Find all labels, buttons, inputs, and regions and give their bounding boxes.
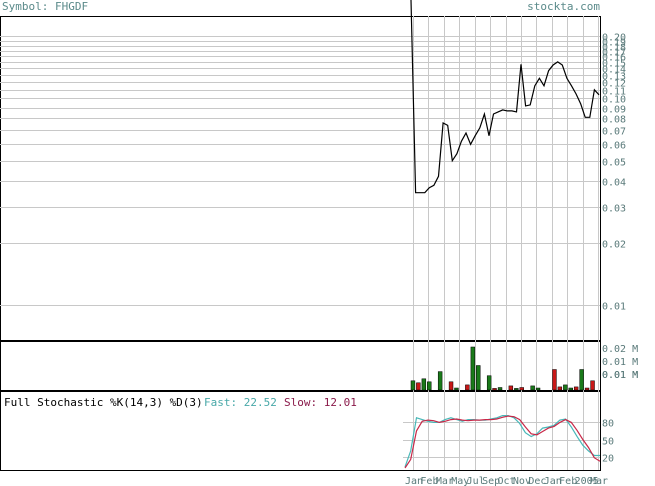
price-tick-label: 0.13 [602, 72, 626, 83]
price-tick-label: 0.16 [602, 53, 626, 64]
x-axis-label: Jan [544, 476, 562, 486]
volume-tick-label: 0.01 M [602, 370, 638, 381]
volume-bar [579, 369, 584, 391]
volume-bar [573, 386, 579, 391]
symbol-value: FHGDF [54, 0, 89, 13]
price-tick-label: 0.15 [602, 59, 626, 70]
price-panel-frame [0, 16, 601, 341]
x-axis-label: 2005 [575, 476, 599, 486]
x-axis-label: Feb [559, 476, 577, 486]
stochastic-tick-label: 50 [602, 437, 614, 448]
volume-bar [448, 381, 454, 391]
volume-bar [470, 346, 476, 391]
x-axis-label: May [451, 476, 469, 486]
stochastic-fast-line [404, 415, 600, 468]
price-tick-label: 0.02 [602, 240, 626, 251]
volume-bar [514, 388, 519, 391]
volume-bar [437, 371, 443, 391]
x-axis-label: Jan [405, 476, 423, 486]
volume-bar [557, 386, 563, 391]
volume-tick-label: 0.01 M [602, 370, 638, 381]
x-axis-label: Feb [420, 476, 438, 486]
volume-bar [492, 388, 497, 391]
volume-bar [535, 387, 541, 391]
price-tick-label: 0.08 [602, 115, 626, 126]
stochastic-tick-label: 20 [602, 454, 614, 465]
x-axis-label: Nov [513, 476, 531, 486]
price-tick-label: 0.01 [602, 302, 626, 313]
volume-bar [497, 387, 503, 391]
x-axis-label: Sep [482, 476, 500, 486]
volume-bar [552, 369, 557, 391]
volume-bar [427, 381, 432, 391]
stochastic-tick-label: 80 [602, 419, 614, 430]
price-tick-label: 0.04 [602, 178, 626, 189]
fast-label: Fast: [204, 396, 238, 409]
stochastic-slow-label: Slow: 12.01 [284, 396, 357, 409]
slow-label: Slow: [284, 396, 318, 409]
volume-bar [486, 375, 492, 391]
volume-bar [476, 365, 481, 391]
price-tick-label: 0.06 [602, 141, 626, 152]
price-tick-label: 0.03 [602, 204, 626, 215]
x-axis-label: Oct [498, 476, 516, 486]
x-axis-label: Mar [590, 476, 608, 486]
price-tick-label: 0.20 [602, 33, 626, 44]
x-axis-label: Dec [528, 476, 546, 486]
price-tick-label: 0.10 [602, 95, 626, 106]
stochastic-fast-label: Fast: 22.52 [204, 396, 277, 409]
volume-bar [519, 387, 524, 391]
price-tick-label: 0.05 [602, 158, 626, 169]
price-tick-label: 0.09 [602, 105, 626, 116]
volume-bar [508, 385, 514, 391]
price-tick-label: 0.12 [602, 79, 626, 90]
site-label[interactable]: stockta.com [527, 0, 600, 13]
price-tick-label: 0.19 [602, 38, 626, 49]
volume-bar [421, 378, 427, 391]
volume-tick-label: 0.01 M [602, 357, 638, 368]
volume-bar [454, 387, 459, 391]
price-tick-label: 0.17 [602, 48, 626, 59]
price-series-line [410, 0, 600, 194]
volume-tick-label: 0.02 M [602, 344, 638, 355]
price-tick-label: 0.14 [602, 65, 626, 76]
symbol-label: Symbol: FHGDF [2, 0, 88, 13]
volume-bar [465, 384, 470, 391]
volume-bar [584, 387, 590, 391]
price-tick-label: 0.11 [602, 87, 626, 98]
volume-bar [530, 385, 535, 391]
x-axis-label: Jul [467, 476, 485, 486]
volume-bar [410, 380, 416, 391]
volume-bar [416, 382, 421, 391]
stochastic-slow-line [404, 415, 601, 469]
price-tick-label: 0.18 [602, 43, 626, 54]
price-tick-label: 0.07 [602, 127, 626, 138]
stochastic-title: Full Stochastic %K(14,3) %D(3) [4, 396, 203, 409]
volume-bar [568, 387, 573, 391]
symbol-prefix: Symbol: [2, 0, 49, 13]
volume-bar [590, 380, 595, 391]
x-axis-label: Mar [436, 476, 454, 486]
volume-panel-frame [0, 341, 601, 391]
stochastic-panel-frame [0, 391, 601, 471]
volume-bar [563, 384, 568, 391]
fast-value: 22.52 [243, 396, 277, 409]
slow-value: 12.01 [323, 396, 357, 409]
